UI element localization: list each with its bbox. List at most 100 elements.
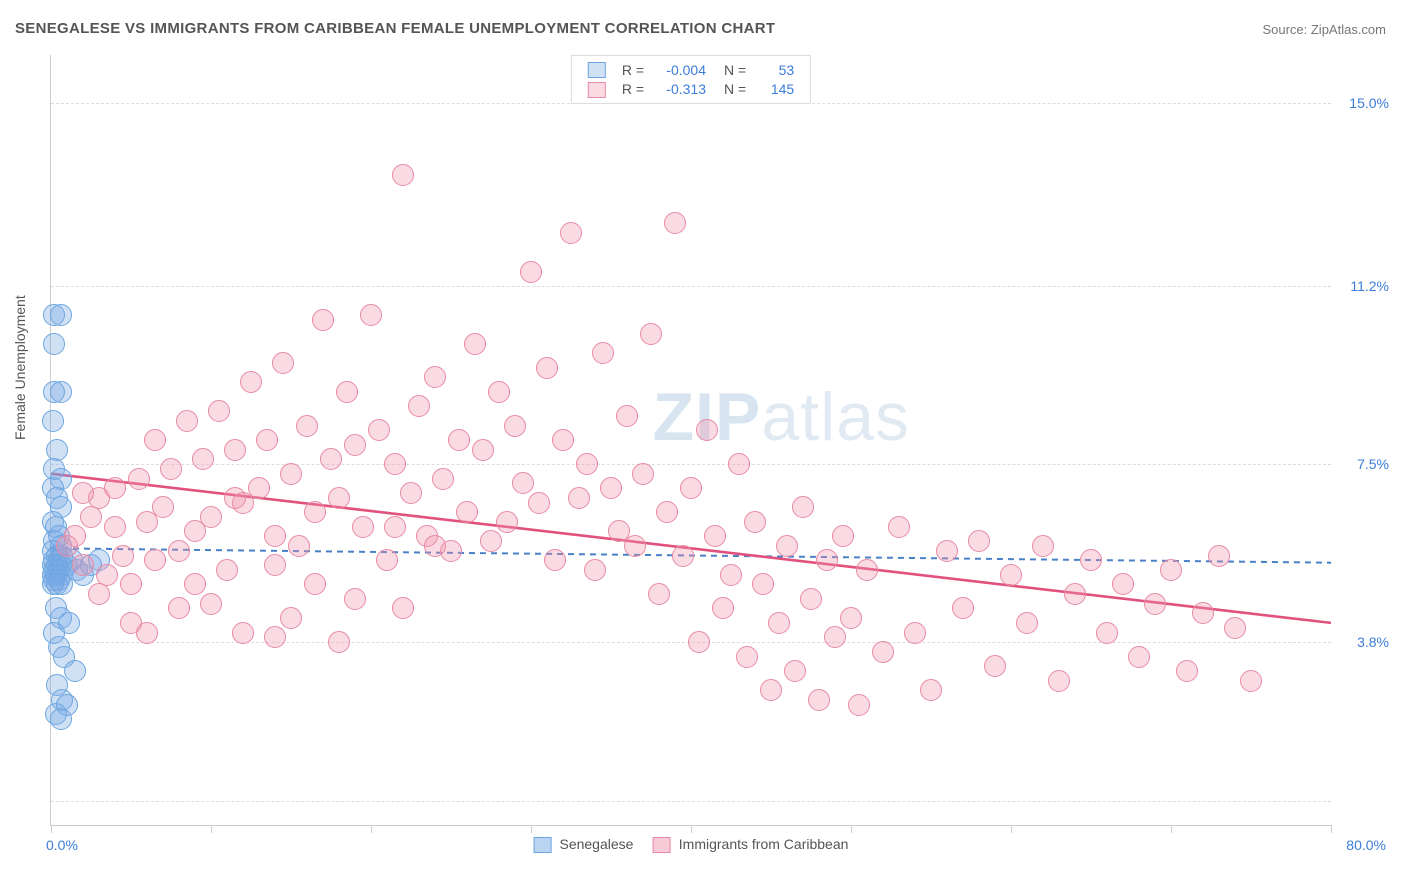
scatter-point xyxy=(576,453,598,475)
scatter-point xyxy=(552,429,574,451)
legend-label: Immigrants from Caribbean xyxy=(679,836,849,852)
scatter-point xyxy=(1096,622,1118,644)
scatter-point xyxy=(888,516,910,538)
scatter-point xyxy=(1080,549,1102,571)
gridline xyxy=(51,801,1331,802)
y-axis-label: Female Unemployment xyxy=(12,295,28,440)
scatter-point xyxy=(88,583,110,605)
scatter-point xyxy=(104,477,126,499)
x-tick xyxy=(851,825,852,833)
scatter-point xyxy=(432,468,454,490)
scatter-point xyxy=(456,501,478,523)
scatter-point xyxy=(104,516,126,538)
scatter-point xyxy=(848,694,870,716)
scatter-point xyxy=(296,415,318,437)
scatter-point xyxy=(280,463,302,485)
scatter-point xyxy=(72,482,94,504)
source-prefix: Source: xyxy=(1262,22,1310,37)
scatter-point xyxy=(328,487,350,509)
scatter-point xyxy=(1144,593,1166,615)
x-tick xyxy=(1171,825,1172,833)
scatter-point xyxy=(584,559,606,581)
scatter-point xyxy=(688,631,710,653)
legend-swatch xyxy=(534,837,552,853)
scatter-point xyxy=(824,626,846,648)
scatter-point xyxy=(144,429,166,451)
scatter-point xyxy=(208,400,230,422)
scatter-point xyxy=(664,212,686,234)
scatter-point xyxy=(400,482,422,504)
scatter-point xyxy=(680,477,702,499)
scatter-point xyxy=(696,419,718,441)
scatter-point xyxy=(648,583,670,605)
scatter-point xyxy=(624,535,646,557)
scatter-point xyxy=(64,525,86,547)
scatter-point xyxy=(56,694,78,716)
scatter-point xyxy=(72,554,94,576)
scatter-point xyxy=(1224,617,1246,639)
scatter-point xyxy=(776,535,798,557)
scatter-point xyxy=(464,333,486,355)
scatter-point xyxy=(224,439,246,461)
scatter-point xyxy=(256,429,278,451)
scatter-point xyxy=(480,530,502,552)
scatter-point xyxy=(184,573,206,595)
legend-label: Senegalese xyxy=(559,836,633,852)
scatter-point xyxy=(160,458,182,480)
scatter-point xyxy=(176,410,198,432)
scatter-point xyxy=(1160,559,1182,581)
scatter-point xyxy=(376,549,398,571)
scatter-point xyxy=(600,477,622,499)
trend-lines-layer xyxy=(51,55,1331,825)
scatter-point xyxy=(240,371,262,393)
scatter-point xyxy=(43,333,65,355)
scatter-point xyxy=(344,434,366,456)
watermark-rest: atlas xyxy=(761,379,910,455)
scatter-point xyxy=(424,366,446,388)
scatter-point xyxy=(392,164,414,186)
scatter-point xyxy=(448,429,470,451)
scatter-point xyxy=(232,622,254,644)
x-tick xyxy=(211,825,212,833)
y-tick-label: 15.0% xyxy=(1349,95,1389,111)
legend-series: Senegalese Immigrants from Caribbean xyxy=(534,836,849,853)
scatter-point xyxy=(920,679,942,701)
scatter-point xyxy=(520,261,542,283)
chart-title: SENEGALESE VS IMMIGRANTS FROM CARIBBEAN … xyxy=(15,20,775,37)
scatter-point xyxy=(1000,564,1022,586)
scatter-point xyxy=(168,540,190,562)
scatter-point xyxy=(42,410,64,432)
scatter-point xyxy=(336,381,358,403)
scatter-point xyxy=(656,501,678,523)
scatter-point xyxy=(1176,660,1198,682)
legend-stats: R =-0.004N =53R =-0.313N =145 xyxy=(571,55,811,104)
scatter-point xyxy=(840,607,862,629)
scatter-point xyxy=(264,554,286,576)
scatter-point xyxy=(200,593,222,615)
scatter-point xyxy=(1016,612,1038,634)
scatter-point xyxy=(272,352,294,374)
scatter-point xyxy=(152,496,174,518)
plot-area: ZIPatlas R =-0.004N =53R =-0.313N =145 0… xyxy=(50,55,1331,826)
scatter-point xyxy=(560,222,582,244)
scatter-point xyxy=(112,545,134,567)
scatter-point xyxy=(816,549,838,571)
scatter-point xyxy=(784,660,806,682)
x-axis-max-label: 80.0% xyxy=(1346,837,1386,853)
scatter-point xyxy=(312,309,334,331)
scatter-point xyxy=(712,597,734,619)
scatter-point xyxy=(904,622,926,644)
scatter-point xyxy=(248,477,270,499)
scatter-point xyxy=(760,679,782,701)
x-tick xyxy=(1331,825,1332,833)
scatter-point xyxy=(320,448,342,470)
x-tick xyxy=(371,825,372,833)
scatter-point xyxy=(672,545,694,567)
scatter-point xyxy=(968,530,990,552)
scatter-point xyxy=(58,612,80,634)
x-tick xyxy=(531,825,532,833)
scatter-point xyxy=(872,641,894,663)
scatter-point xyxy=(568,487,590,509)
scatter-point xyxy=(264,626,286,648)
scatter-point xyxy=(720,564,742,586)
